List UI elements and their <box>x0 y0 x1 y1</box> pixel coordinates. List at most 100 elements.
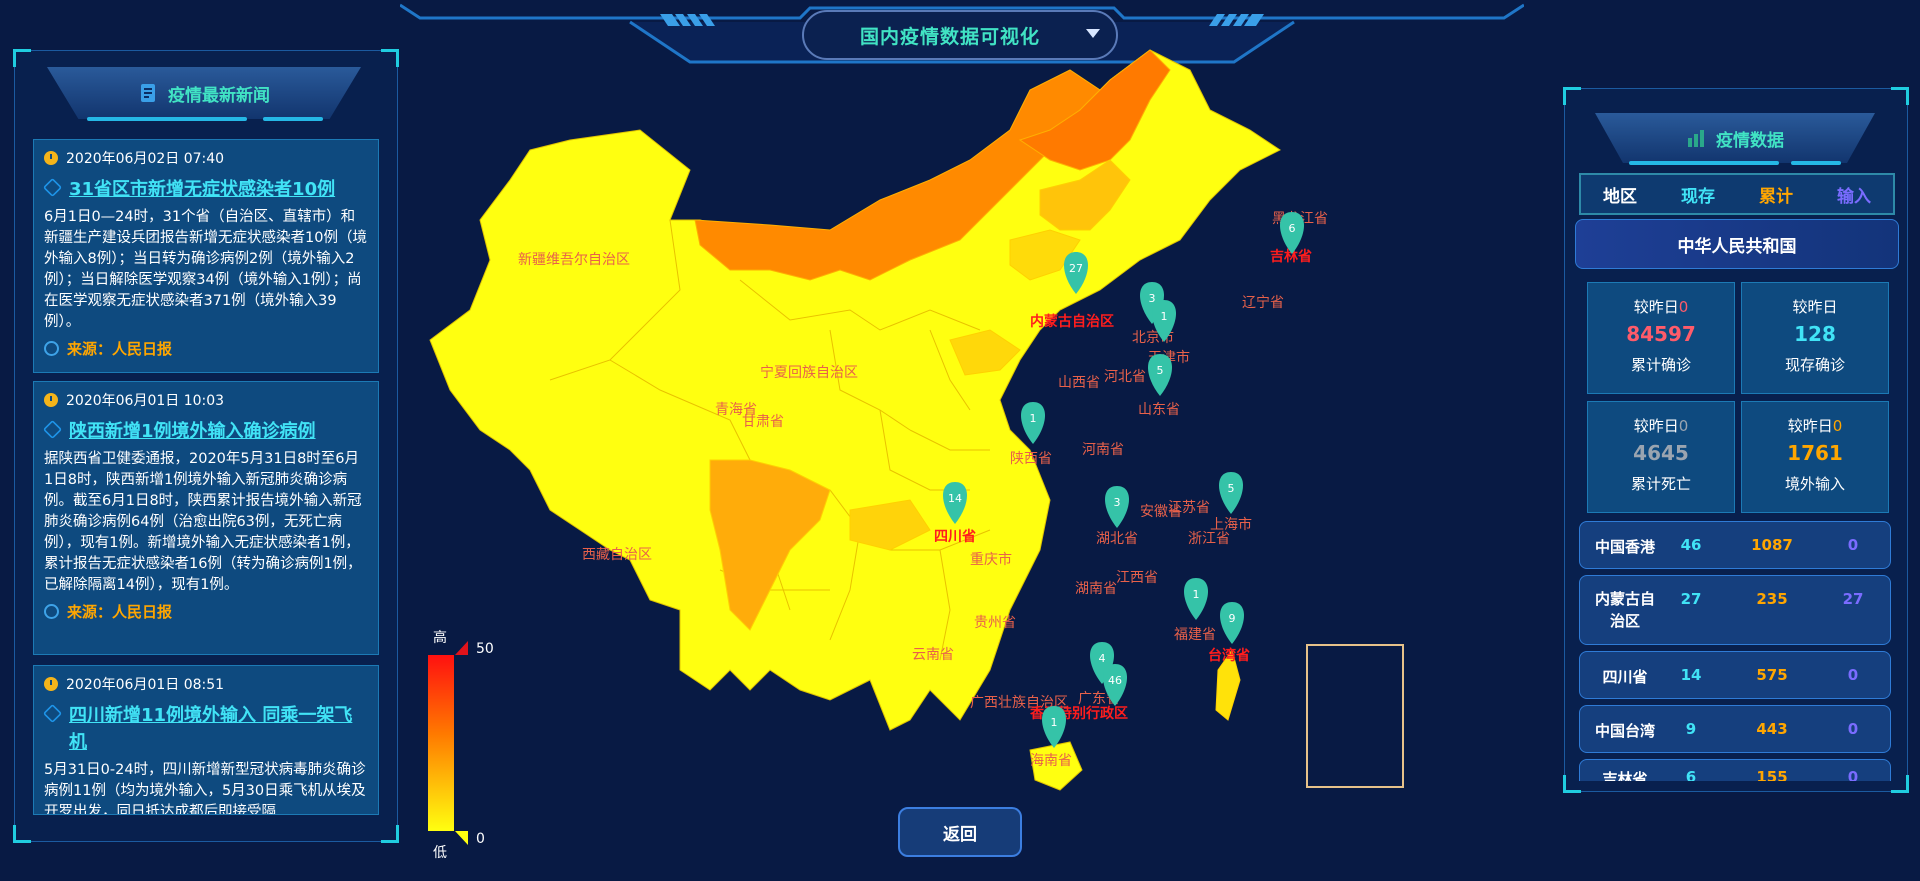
title-dropdown[interactable]: 国内疫情数据可视化 <box>802 10 1118 60</box>
map-label: 山东省 <box>1138 402 1180 418</box>
map-label: 贵州省 <box>974 615 1016 631</box>
corner-decoration <box>1891 87 1909 105</box>
corner-decoration <box>1563 87 1581 105</box>
map-region-liaoning[interactable] <box>1009 229 1081 281</box>
tab-region[interactable]: 地区 <box>1603 186 1637 207</box>
map-region-hainan[interactable] <box>1029 741 1083 791</box>
region-row[interactable]: 四川省 14 575 0 <box>1579 651 1891 699</box>
stat-caption: 累计死亡 <box>1630 475 1691 493</box>
row-imported: 0 <box>1847 666 1859 684</box>
corner-decoration <box>1563 775 1581 793</box>
pin-label: 3 <box>1114 496 1121 509</box>
map-label: 青海省 <box>715 402 757 418</box>
map-region-jilin[interactable] <box>1039 159 1131 231</box>
stat-value: 84597 <box>1626 322 1696 346</box>
map-pin[interactable]: 1 <box>1152 300 1176 342</box>
row-imported: 27 <box>1842 590 1864 608</box>
map-label: 河北省 <box>1104 369 1146 385</box>
map-pin[interactable]: 14 <box>943 482 967 524</box>
map-region-heilongjiang[interactable] <box>1018 49 1171 171</box>
row-total: 443 <box>1756 720 1788 738</box>
map-label: 湖北省 <box>1096 531 1138 547</box>
back-button[interactable]: 返回 <box>898 807 1022 857</box>
map-label: 西藏自治区 <box>582 547 652 563</box>
china-map[interactable]: 新疆维吾尔自治区 西藏自治区 青海省 甘肃省 宁夏回族自治区 内蒙古自治区 黑龙… <box>410 30 1480 850</box>
region-row[interactable]: 吉林省 6 155 0 <box>1579 759 1891 781</box>
row-total: 235 <box>1756 590 1788 608</box>
news-time: 2020年06月01日 10:03 <box>66 393 225 409</box>
map-label: 重庆市 <box>970 551 1012 568</box>
chart-icon <box>1688 130 1704 147</box>
map-pin[interactable]: 27 <box>1064 252 1088 294</box>
tab-current[interactable]: 现存 <box>1681 186 1715 207</box>
map-label: 安徽省 <box>1140 504 1182 520</box>
news-item[interactable]: 2020年06月01日 10:03 陕西新增1例境外输入确诊病例 据陕西省卫健委… <box>33 381 379 655</box>
map-pin[interactable]: 9 <box>1220 602 1244 644</box>
news-item[interactable]: 2020年06月01日 08:51 四川新增11例境外输入 同乘一架飞机 5月3… <box>33 665 379 815</box>
legend-color-bar <box>428 655 454 831</box>
map-label: 江西省 <box>1116 570 1158 586</box>
map-label: 四川省 <box>934 528 976 545</box>
news-title-link[interactable]: 陕西新增1例境外输入确诊病例 <box>69 421 316 442</box>
map-region-taiwan[interactable] <box>1215 648 1241 721</box>
source-icon <box>44 604 59 619</box>
news-title-link[interactable]: 31省区市新增无症状感染者10例 <box>69 179 336 200</box>
map-region-mainland[interactable] <box>429 49 1281 731</box>
news-item[interactable]: 2020年06月02日 07:40 31省区市新增无症状感染者10例 6月1日0… <box>33 139 379 373</box>
map-label: 浙江省 <box>1188 531 1230 547</box>
pin-label: 1 <box>1030 412 1037 425</box>
pin-label: 14 <box>948 492 962 505</box>
legend-max-handle[interactable] <box>455 641 468 655</box>
news-time: 2020年06月02日 07:40 <box>66 151 225 167</box>
region-row[interactable]: 内蒙古自治区 27 235 27 <box>1579 575 1891 645</box>
row-imported: 0 <box>1847 768 1859 781</box>
map-label: 新疆维吾尔自治区 <box>518 252 630 268</box>
tab-imported[interactable]: 输入 <box>1837 186 1871 207</box>
map-label: 广西壮族自治区 <box>970 695 1068 711</box>
map-region-hubei[interactable] <box>849 499 931 551</box>
compare-label: 较昨日 <box>1633 417 1679 435</box>
legend-max-value: 50 <box>476 641 494 657</box>
pin-label: 1 <box>1051 716 1058 729</box>
news-title-link[interactable]: 四川新增11例境外输入 同乘一架飞机 <box>69 705 353 753</box>
map-pin[interactable]: 46 <box>1103 664 1127 706</box>
map-pin[interactable]: 5 <box>1148 354 1172 396</box>
news-panel: 疫情最新新闻 2020年06月02日 07:40 31省区市新增无症状感染者10… <box>13 49 399 843</box>
map-label: 吉林省 <box>1270 248 1312 265</box>
map-pin[interactable]: 5 <box>1219 472 1243 514</box>
map-pin[interactable]: 6 <box>1280 212 1304 254</box>
map-region-shandong[interactable] <box>949 329 1021 376</box>
source-icon <box>44 341 59 356</box>
map-pin[interactable]: 4 <box>1090 642 1114 684</box>
legend-min-handle[interactable] <box>455 831 468 845</box>
south-sea-inset <box>1306 644 1404 788</box>
map-pin[interactable]: 3 <box>1140 282 1164 324</box>
compare-delta: 0 <box>1678 298 1689 316</box>
region-row[interactable]: 中国香港 46 1087 0 <box>1579 521 1891 569</box>
compare-label: 较昨日 <box>1787 417 1833 435</box>
map-pin[interactable]: 1 <box>1184 578 1208 620</box>
clock-icon <box>44 393 58 407</box>
map-label: 湖南省 <box>1075 581 1117 597</box>
region-list[interactable]: 中国香港 46 1087 0 内蒙古自治区 27 235 27 四川省 14 5… <box>1565 521 1909 781</box>
pin-label: 27 <box>1069 262 1083 275</box>
pin-label: 46 <box>1108 674 1122 687</box>
country-selector[interactable]: 中华人民共和国 <box>1575 219 1899 269</box>
map-pin[interactable]: 3 <box>1105 486 1129 528</box>
stat-caption: 现存确诊 <box>1784 356 1845 374</box>
map-pin[interactable]: 1 <box>1042 706 1066 748</box>
map-region-sichuan[interactable] <box>709 459 831 631</box>
map-pins: 27 6 3 1 5 1 14 3 5 1 9 4 46 1 <box>943 212 1304 748</box>
compare-label: 较昨日 <box>1633 298 1679 316</box>
clock-icon <box>44 677 58 691</box>
compare-delta: 0 <box>1678 417 1689 435</box>
map-pin[interactable]: 1 <box>1021 402 1045 444</box>
caret-down-icon <box>1086 29 1100 38</box>
map-label: 宁夏回族自治区 <box>760 364 858 381</box>
map-label: 辽宁省 <box>1242 294 1284 311</box>
row-current: 27 <box>1680 590 1702 608</box>
tab-total[interactable]: 累计 <box>1759 186 1793 207</box>
region-row[interactable]: 中国台湾 9 443 0 <box>1579 705 1891 753</box>
row-region: 内蒙古自治区 <box>1594 590 1655 630</box>
row-current: 14 <box>1680 666 1702 684</box>
